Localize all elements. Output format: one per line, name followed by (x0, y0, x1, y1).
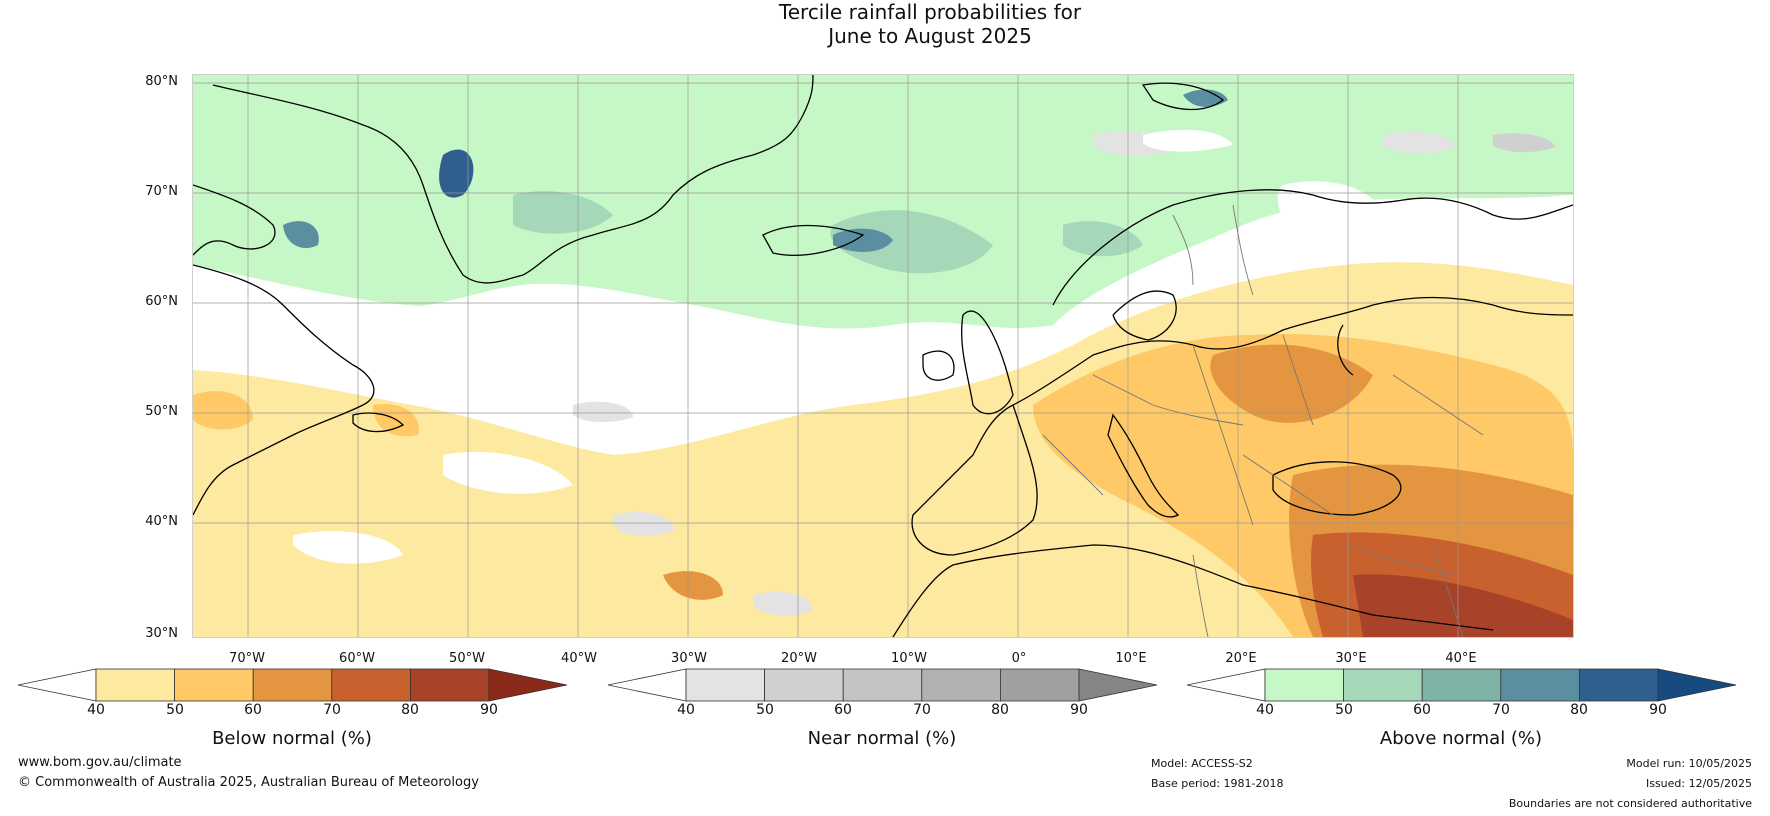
cbar-below-tick: 40 (87, 702, 105, 718)
lon-label-20e: 20°E (1225, 651, 1257, 666)
colorbar-swatch (999, 668, 1080, 702)
colorbar-swatch (409, 668, 490, 702)
issued-text: Issued: 12/05/2025 (1645, 777, 1752, 790)
lon-label-10e: 10°E (1115, 651, 1147, 666)
colorbar-arrow-high (1078, 668, 1158, 702)
colorbar-swatch (842, 668, 923, 702)
gridlines (193, 75, 1573, 637)
lat-label-80n: 80°N (145, 74, 178, 89)
cbar-near-tick: 80 (991, 702, 1009, 718)
colorbar-above-normal (1186, 668, 1737, 702)
disclaimer-text: Boundaries are not considered authoritat… (1508, 797, 1752, 810)
coastlines (193, 75, 1573, 637)
lon-label-30w: 30°W (671, 651, 707, 666)
colorbar-arrow-low (607, 668, 687, 702)
cbar-near-tick: 40 (677, 702, 695, 718)
colorbar-swatch (174, 668, 254, 702)
probability-shading (193, 75, 1573, 637)
colorbar-arrow-high (1657, 668, 1737, 702)
colorbar-swatch (1343, 668, 1423, 702)
cbar-below-tick: 50 (166, 702, 184, 718)
map-panel (192, 74, 1574, 638)
colorbar-arrow-low (1186, 668, 1266, 702)
colorbar-arrow-high (488, 668, 568, 702)
cbar-near-tick: 60 (834, 702, 852, 718)
colorbar-swatch (1500, 668, 1580, 702)
colorbar-above-normal-label: Above normal (%) (1379, 728, 1543, 749)
model-run-text: Model run: 10/05/2025 (1626, 757, 1752, 770)
colorbar-below-normal (17, 668, 568, 702)
cbar-below-tick: 80 (401, 702, 419, 718)
cbar-below-tick: 60 (244, 702, 262, 718)
cbar-above-tick: 90 (1649, 702, 1667, 718)
colorbar-swatch (1578, 668, 1659, 702)
lon-label-10w: 10°W (891, 651, 927, 666)
lon-label-50w: 50°W (449, 651, 485, 666)
colorbar-swatch (331, 668, 411, 702)
cbar-below-tick: 90 (480, 702, 498, 718)
cbar-below-tick: 70 (323, 702, 341, 718)
colorbar-below-normal-swatches (17, 668, 568, 702)
lat-label-40n: 40°N (145, 514, 178, 529)
model-text: Model: ACCESS-S2 (1151, 757, 1253, 770)
colorbar-near-normal-label: Near normal (%) (807, 728, 957, 749)
lon-label-0: 0° (1011, 651, 1027, 666)
colorbar-near-normal-swatches (607, 668, 1158, 702)
base-period-text: Base period: 1981-2018 (1151, 777, 1284, 790)
colorbar-swatch (95, 668, 175, 702)
copyright-text: © Commonwealth of Australia 2025, Austra… (18, 775, 479, 790)
lon-label-60w: 60°W (339, 651, 375, 666)
website-link[interactable]: www.bom.gov.au/climate (18, 755, 182, 770)
colorbar-swatch (252, 668, 333, 702)
lon-label-40w: 40°W (561, 651, 597, 666)
cbar-above-tick: 50 (1335, 702, 1353, 718)
lon-label-20w: 20°W (781, 651, 817, 666)
lat-label-30n: 30°N (145, 626, 178, 641)
colorbar-swatch (685, 668, 765, 702)
rainfall-probability-map (193, 75, 1573, 637)
cbar-above-tick: 40 (1256, 702, 1274, 718)
colorbar-swatch (1421, 668, 1502, 702)
colorbar-swatch (1264, 668, 1344, 702)
cbar-near-tick: 50 (756, 702, 774, 718)
colorbar-above-normal-swatches (1186, 668, 1737, 702)
colorbar-below-normal-label: Below normal (%) (212, 728, 372, 749)
title-line-2: June to August 2025 (828, 24, 1032, 48)
cbar-above-tick: 70 (1492, 702, 1510, 718)
cbar-above-tick: 80 (1570, 702, 1588, 718)
lon-label-40e: 40°E (1445, 651, 1477, 666)
title-line-1: Tercile rainfall probabilities for (778, 0, 1082, 24)
colorbar-swatch (921, 668, 1001, 702)
cbar-near-tick: 90 (1070, 702, 1088, 718)
cbar-near-tick: 70 (913, 702, 931, 718)
lat-label-60n: 60°N (145, 294, 178, 309)
lon-label-70w: 70°W (229, 651, 265, 666)
cbar-above-tick: 60 (1413, 702, 1431, 718)
map-title: Tercile rainfall probabilities for June … (0, 0, 1770, 48)
lon-label-30e: 30°E (1335, 651, 1367, 666)
colorbar-near-normal (607, 668, 1158, 702)
colorbar-swatch (764, 668, 844, 702)
lat-label-50n: 50°N (145, 404, 178, 419)
colorbar-arrow-low (17, 668, 97, 702)
country-borders (1042, 204, 1484, 637)
lat-label-70n: 70°N (145, 184, 178, 199)
